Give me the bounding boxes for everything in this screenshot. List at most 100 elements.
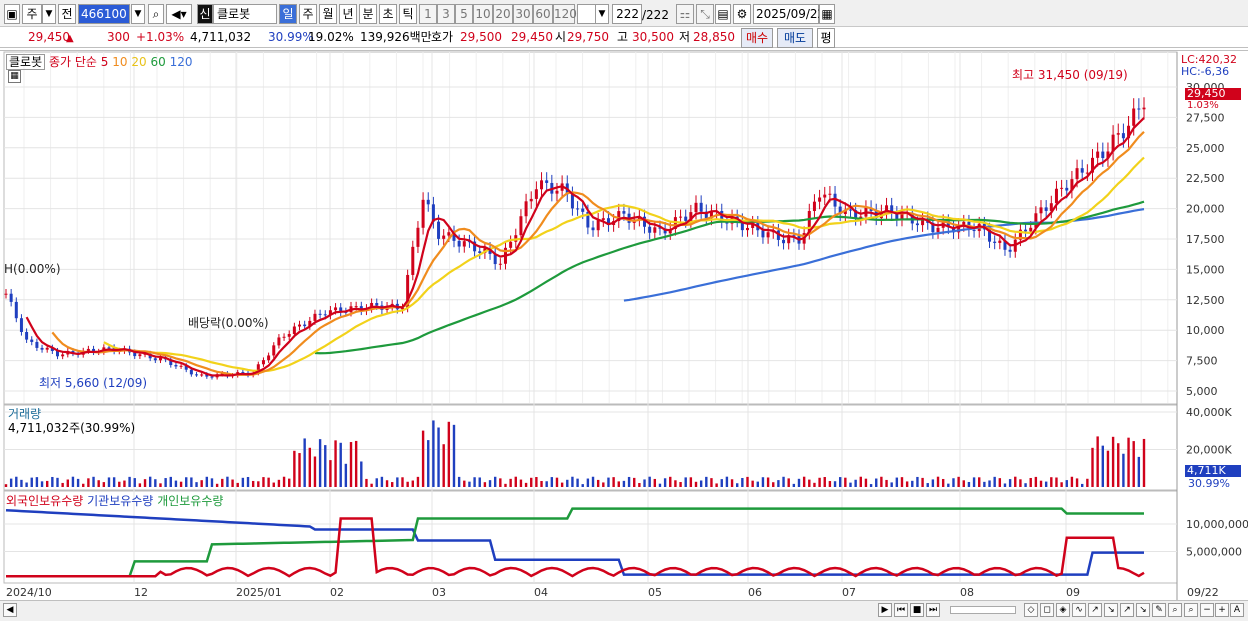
count-input[interactable]: 222 bbox=[612, 4, 642, 24]
high-annotation: 최고 31,450 (09/19) bbox=[1012, 68, 1128, 82]
interval-10[interactable]: 10 bbox=[473, 4, 493, 24]
low-label: 저 bbox=[679, 30, 691, 44]
volume-bar bbox=[607, 477, 610, 487]
panel-icon[interactable]: ▣ bbox=[4, 4, 20, 24]
scroll-left-icon[interactable]: ◀ bbox=[3, 603, 17, 617]
volume-bar bbox=[782, 476, 785, 487]
volume-bar bbox=[560, 482, 564, 487]
calculator-icon[interactable]: ▦ bbox=[8, 70, 21, 83]
candle-body bbox=[442, 235, 446, 239]
font-size-icon[interactable]: A bbox=[1230, 603, 1244, 617]
candle-body bbox=[679, 216, 683, 218]
save-icon[interactable]: ▤ bbox=[715, 4, 731, 24]
code-dropdown-icon[interactable]: ▼ bbox=[131, 4, 145, 24]
zoom-slider[interactable] bbox=[950, 606, 1016, 614]
tab-minute[interactable]: 분 bbox=[359, 4, 377, 24]
individual-holding-label[interactable]: 개인보유수량 bbox=[157, 494, 224, 508]
buy-button[interactable]: 매수 bbox=[741, 28, 773, 48]
candle-body bbox=[323, 314, 327, 316]
calendar-icon[interactable]: ▦ bbox=[819, 4, 835, 24]
volume-bar bbox=[612, 477, 615, 487]
candle-body bbox=[61, 354, 65, 357]
volume-bar bbox=[931, 479, 935, 487]
candle-body bbox=[153, 358, 157, 361]
institution-holding-label[interactable]: 기관보유수량 bbox=[87, 494, 154, 508]
draw-tool-icon[interactable]: ✎ bbox=[1152, 603, 1166, 617]
interval-3[interactable]: 3 bbox=[437, 4, 455, 24]
volume-bar bbox=[499, 478, 502, 487]
interval-dropdown-icon[interactable]: ▼ bbox=[595, 4, 609, 24]
price-tick-label: 7,500 bbox=[1186, 355, 1218, 368]
draw-line2-icon[interactable]: ↘ bbox=[1104, 603, 1118, 617]
interval-120[interactable]: 120 bbox=[553, 4, 577, 24]
candle-body bbox=[524, 201, 528, 217]
volume-bar bbox=[833, 481, 837, 487]
volume-bar bbox=[736, 483, 739, 487]
tab-day[interactable]: 일 bbox=[279, 4, 297, 24]
volume-bar bbox=[1050, 477, 1053, 487]
sell-button[interactable]: 매도 bbox=[777, 28, 813, 48]
volume-value: 4,711,032 bbox=[190, 30, 252, 44]
candle-body bbox=[684, 216, 688, 221]
scroll-last-icon[interactable]: ⏭ bbox=[926, 603, 940, 617]
tab-second[interactable]: 초 bbox=[379, 4, 397, 24]
candle-body bbox=[256, 364, 260, 373]
high-price: 30,500 bbox=[632, 30, 674, 44]
tab-tick[interactable]: 틱 bbox=[399, 4, 417, 24]
scroll-first-icon[interactable]: ⏮ bbox=[894, 603, 908, 617]
interval-60[interactable]: 60 bbox=[533, 4, 553, 24]
stock-name-field[interactable]: 클로봇 bbox=[213, 4, 277, 24]
candle-body bbox=[828, 193, 832, 195]
candle-body bbox=[14, 301, 18, 319]
period-select[interactable]: 주 bbox=[22, 4, 42, 24]
volume-bar bbox=[447, 421, 451, 487]
prev-button[interactable]: 전 bbox=[58, 4, 76, 24]
draw-icon[interactable]: ⤡ bbox=[696, 4, 714, 24]
stop-icon[interactable]: ■ bbox=[910, 603, 924, 617]
stock-name-tag[interactable]: 클로봇 bbox=[6, 54, 46, 70]
draw-line-icon[interactable]: ↗ bbox=[1088, 603, 1102, 617]
stock-code-input[interactable]: 466100 bbox=[78, 4, 130, 24]
average-button[interactable]: 평 bbox=[817, 28, 835, 48]
chart-shape3-icon[interactable]: ◈ bbox=[1056, 603, 1070, 617]
tab-year[interactable]: 년 bbox=[339, 4, 357, 24]
chart-tool-icon[interactable]: ⚏ bbox=[676, 4, 694, 24]
magnify-icon[interactable]: ⌕ bbox=[1168, 603, 1182, 617]
tab-week[interactable]: 주 bbox=[299, 4, 317, 24]
dropdown-icon[interactable]: ▼ bbox=[42, 4, 56, 24]
zoom-in-icon[interactable]: + bbox=[1215, 603, 1229, 617]
magnify2-icon[interactable]: ⌕ bbox=[1184, 603, 1198, 617]
interval-1[interactable]: 1 bbox=[419, 4, 437, 24]
chart-shape-icon[interactable]: ◇ bbox=[1024, 603, 1038, 617]
volume-bar bbox=[61, 482, 64, 487]
volume-bar bbox=[82, 483, 85, 487]
chart-shape2-icon[interactable]: ◻ bbox=[1040, 603, 1054, 617]
candle-body bbox=[1008, 249, 1012, 252]
speaker-icon[interactable]: ◀▾ bbox=[166, 4, 192, 24]
interval-30[interactable]: 30 bbox=[513, 4, 533, 24]
candle-body bbox=[843, 209, 847, 215]
draw-line4-icon[interactable]: ↘ bbox=[1136, 603, 1150, 617]
volume-title[interactable]: 거래량 bbox=[8, 407, 42, 421]
interval-20[interactable]: 20 bbox=[493, 4, 513, 24]
draw-line3-icon[interactable]: ↗ bbox=[1120, 603, 1134, 617]
candle-body bbox=[1116, 133, 1120, 135]
chart-line-icon[interactable]: ∿ bbox=[1072, 603, 1086, 617]
gear-icon[interactable]: ⚙ bbox=[733, 4, 751, 24]
search-icon[interactable]: ⌕ bbox=[148, 4, 164, 24]
candle-body bbox=[1075, 168, 1079, 180]
zoom-out-icon[interactable]: − bbox=[1200, 603, 1214, 617]
candle-body bbox=[210, 376, 214, 378]
date-input[interactable]: 2025/09/22 bbox=[753, 4, 825, 24]
tab-month[interactable]: 월 bbox=[319, 4, 337, 24]
foreign-holding-label[interactable]: 외국인보유수량 bbox=[6, 494, 84, 508]
x-tick-label: 2025/01 bbox=[236, 586, 282, 599]
candle-body bbox=[1018, 229, 1022, 240]
chart-area[interactable]: 30,00027,50025,00022,50020,00017,50015,0… bbox=[0, 50, 1248, 601]
volume-bar bbox=[313, 456, 317, 487]
foreign-holding-line bbox=[6, 517, 1145, 578]
candle-body bbox=[1127, 125, 1131, 139]
scroll-right-icon[interactable]: ▶ bbox=[878, 603, 892, 617]
change-percent: +1.03% bbox=[136, 30, 185, 44]
interval-5[interactable]: 5 bbox=[455, 4, 473, 24]
